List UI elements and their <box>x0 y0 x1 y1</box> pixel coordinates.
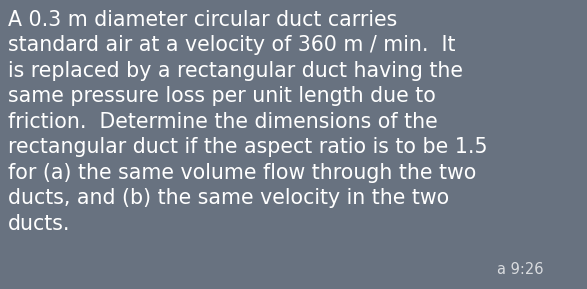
Text: rectangular duct if the aspect ratio is to be 1.5: rectangular duct if the aspect ratio is … <box>8 137 487 157</box>
Text: is replaced by a rectangular duct having the: is replaced by a rectangular duct having… <box>8 61 463 81</box>
Text: a 9:26: a 9:26 <box>497 262 544 277</box>
Text: A 0.3 m diameter circular duct carries: A 0.3 m diameter circular duct carries <box>8 10 397 30</box>
Text: friction.  Determine the dimensions of the: friction. Determine the dimensions of th… <box>8 112 438 132</box>
Text: standard air at a velocity of 360 m / min.  It: standard air at a velocity of 360 m / mi… <box>8 36 456 55</box>
Text: for (a) the same volume flow through the two: for (a) the same volume flow through the… <box>8 163 477 183</box>
Text: ducts.: ducts. <box>8 214 70 234</box>
Text: same pressure loss per unit length due to: same pressure loss per unit length due t… <box>8 86 436 106</box>
Text: ducts, and (b) the same velocity in the two: ducts, and (b) the same velocity in the … <box>8 188 449 208</box>
